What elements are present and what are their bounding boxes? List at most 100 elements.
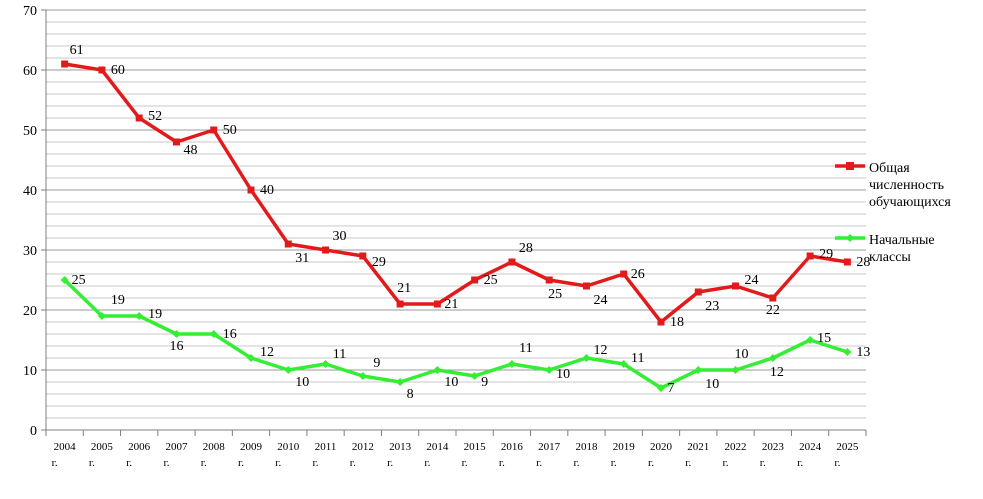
x-tick-label-suffix: г. [163, 457, 169, 469]
data-label: 9 [481, 375, 488, 390]
x-axis-ticks: 2004 г. 2005 г. 2006 г. 2007 г. 2008 г. 2009 г. 2010… [45, 430, 867, 469]
data-label: 19 [111, 293, 125, 308]
data-label: 19 [148, 307, 162, 322]
data-point [284, 240, 292, 248]
x-tick-label: 2016 [501, 441, 524, 453]
data-label: 8 [407, 387, 414, 402]
x-tick-label-suffix: г. [573, 457, 579, 469]
data-label: 25 [548, 287, 562, 302]
data-label: 21 [397, 281, 411, 296]
data-point [396, 378, 405, 386]
data-point [731, 366, 740, 374]
x-tick-label: 2015 [464, 441, 487, 453]
data-point [619, 360, 628, 368]
series-group [60, 60, 852, 392]
x-tick-label: 2025 [836, 441, 859, 453]
x-tick-label: 2022 [725, 441, 747, 453]
data-label: 10 [735, 347, 749, 362]
x-tick-label: 2009 [240, 441, 263, 453]
x-tick-label-suffix: г. [52, 457, 58, 469]
x-tick-label-suffix: г. [760, 457, 766, 469]
data-point [359, 252, 367, 260]
x-tick-label: 2013 [389, 441, 412, 453]
x-tick-label-suffix: г. [797, 457, 803, 469]
y-tick-label: 20 [23, 304, 37, 319]
data-label: 13 [856, 345, 870, 360]
data-point [582, 354, 591, 362]
y-axis-ticks: 0 10 20 30 40 50 60 70 [23, 4, 46, 439]
data-label: 50 [223, 123, 237, 138]
data-point [135, 114, 143, 122]
x-tick-label: 2021 [687, 441, 709, 453]
data-point [247, 186, 255, 194]
legend-label: численность [869, 178, 944, 193]
x-tick-label-suffix: г. [834, 457, 840, 469]
data-labels: 61 60 52 48 50 40 31 30 29 21 21 25 28 25 24 26 18 23 24 22… [70, 43, 871, 402]
data-point [657, 318, 665, 326]
y-tick-label: 50 [23, 124, 37, 139]
data-label: 29 [819, 247, 833, 262]
data-point [768, 354, 777, 362]
x-tick-label-suffix: г. [350, 457, 356, 469]
data-label: 12 [260, 345, 274, 360]
y-tick-label: 10 [23, 364, 37, 379]
legend-label: обучающихся [869, 195, 951, 210]
data-point [209, 330, 218, 338]
data-label: 11 [519, 341, 532, 356]
data-label: 48 [183, 143, 197, 158]
data-label: 26 [631, 267, 645, 282]
x-tick-label: 2019 [613, 441, 636, 453]
data-point [806, 336, 815, 344]
data-point [322, 246, 330, 254]
data-point [657, 384, 665, 392]
data-label: 11 [333, 347, 346, 362]
data-label: 12 [593, 343, 607, 358]
data-point [545, 276, 553, 284]
data-label: 24 [593, 293, 607, 308]
data-point [135, 312, 144, 320]
data-point [433, 366, 442, 374]
series-line-0 [64, 62, 848, 324]
x-tick-label-suffix: г. [648, 457, 654, 469]
data-point [769, 294, 777, 302]
data-point [843, 258, 851, 266]
data-label: 15 [817, 331, 831, 346]
data-point [470, 372, 479, 380]
data-point [545, 366, 554, 374]
x-tick-label-suffix: г. [536, 457, 542, 469]
y-tick-label: 60 [23, 64, 37, 79]
x-tick-label: 2024 [799, 441, 822, 453]
legend-label: Начальные [869, 233, 935, 248]
data-label: 61 [70, 43, 84, 58]
data-label: 16 [169, 339, 183, 354]
x-tick-label: 2005 [91, 441, 114, 453]
x-tick-label-suffix: г. [126, 457, 132, 469]
data-label: 7 [668, 381, 675, 396]
x-tick-label-suffix: г. [275, 457, 281, 469]
x-tick-label-suffix: г. [462, 457, 468, 469]
data-label: 21 [444, 297, 458, 312]
x-tick-label: 2020 [650, 441, 673, 453]
y-tick-label: 70 [23, 4, 37, 19]
x-tick-label-suffix: г. [424, 457, 430, 469]
data-label: 10 [444, 375, 458, 390]
data-point [396, 300, 404, 308]
x-tick-label: 2018 [575, 441, 598, 453]
legend: Общая численность обучающихся Начальные клас… [835, 161, 951, 265]
data-point [433, 300, 441, 308]
x-tick-label-suffix: г. [89, 457, 95, 469]
data-point [284, 366, 293, 374]
data-point [732, 282, 740, 290]
x-tick-label: 2011 [315, 441, 337, 453]
data-point [843, 348, 852, 356]
data-label: 16 [223, 327, 237, 342]
grid [46, 9, 866, 431]
data-point [471, 276, 479, 284]
x-tick-label: 2004 [54, 441, 77, 453]
data-point [508, 258, 516, 266]
data-label: 30 [333, 229, 347, 244]
x-tick-label: 2007 [165, 441, 188, 453]
x-tick-label-suffix: г. [499, 457, 505, 469]
data-label: 10 [556, 367, 570, 382]
